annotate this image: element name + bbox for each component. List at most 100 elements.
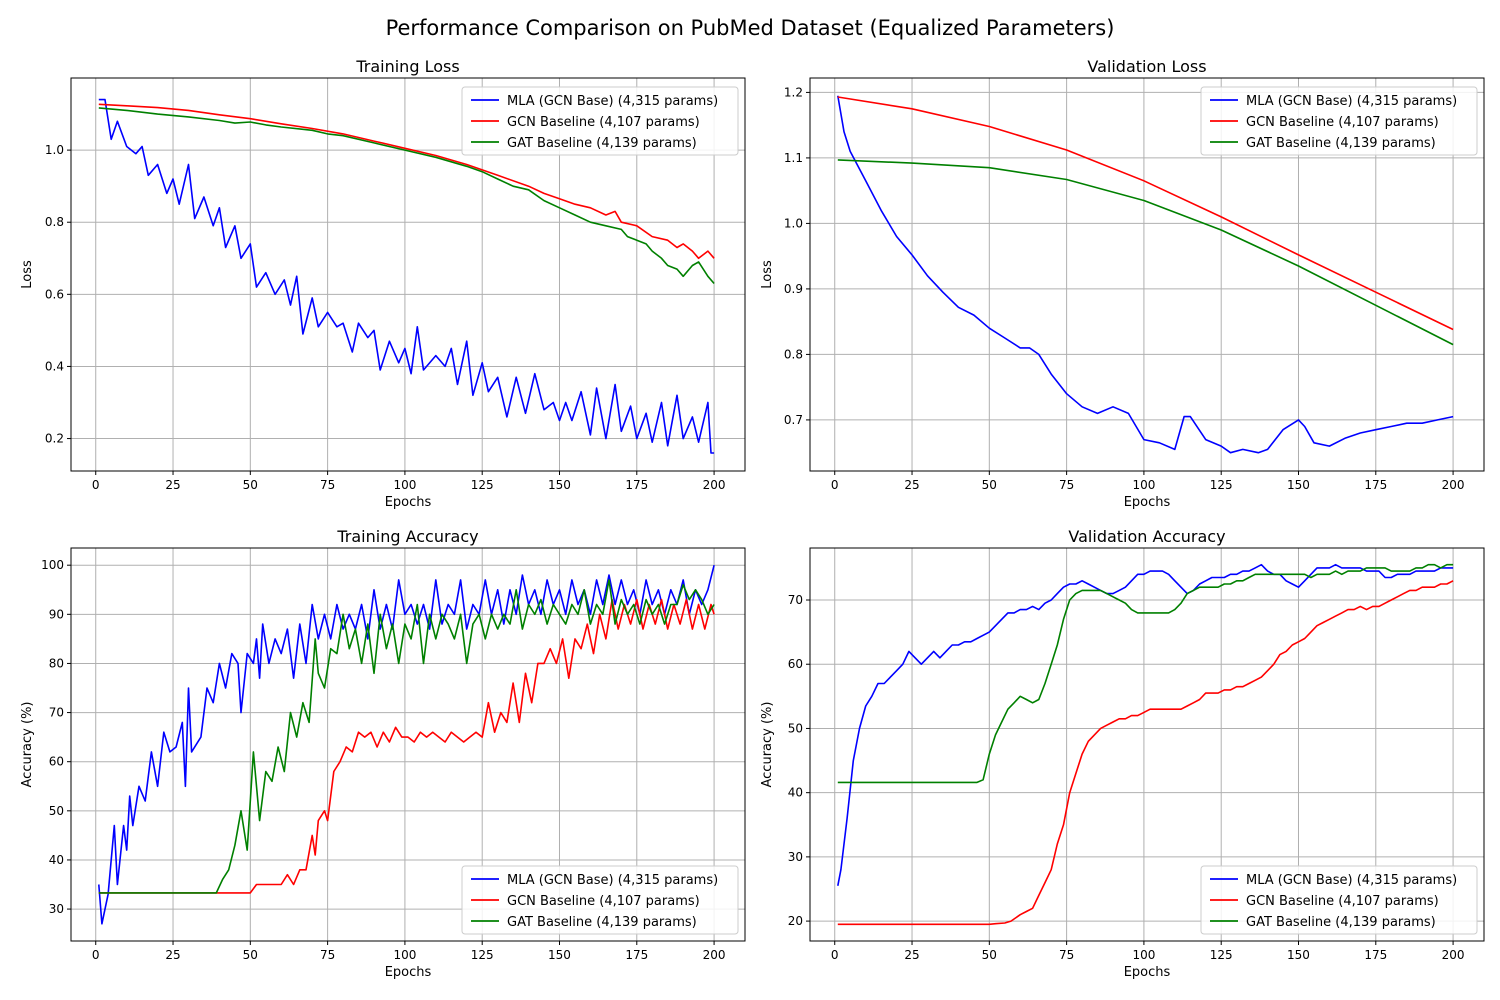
train-acc-axes-frame [70, 547, 746, 942]
val-acc-series-mla [837, 563, 1454, 886]
train-loss-xtick-label: 100 [393, 478, 416, 492]
val-acc-xtick-label: 100 [1132, 948, 1155, 962]
train-acc-xtick-label: 125 [471, 948, 494, 962]
val-acc-legend-box [1200, 865, 1478, 935]
train-acc-xtick-label: 200 [703, 948, 726, 962]
train-acc-xtick-label: 100 [393, 948, 416, 962]
train-acc-legend-label-gcn: GCN Baseline (4,107 params) [507, 894, 700, 909]
validation-loss-panel: Validation Loss 0 25 50 75 100 125 150 175 200 0.7… [760, 57, 1485, 510]
train-loss-xtick-label: 175 [625, 478, 648, 492]
val-acc-xtick-label: 125 [1210, 948, 1233, 962]
val-loss-legend-box [1200, 86, 1478, 156]
val-loss-ytick-label: 0.9 [784, 282, 803, 296]
train-acc-xtick-label: 0 [92, 948, 100, 962]
train-loss-series-gat [98, 107, 715, 285]
val-acc-title: Validation Accuracy [1068, 527, 1225, 546]
train-acc-ytick-label: 50 [49, 804, 64, 818]
val-loss-title: Validation Loss [1087, 57, 1206, 76]
val-loss-ytick-label: 0.7 [784, 413, 803, 427]
val-acc-series-gat [837, 563, 1454, 784]
val-acc-ytick-label: 70 [788, 593, 803, 607]
train-loss-ytick-label: 0.2 [45, 432, 64, 446]
val-acc-ytick-label: 50 [788, 721, 803, 735]
train-loss-ytick-label: 0.8 [45, 215, 64, 229]
val-loss-xtick-label: 25 [904, 478, 919, 492]
val-loss-xtick-label: 125 [1210, 478, 1233, 492]
train-loss-legend-label-gcn: GCN Baseline (4,107 params) [507, 115, 700, 130]
train-acc-title: Training Accuracy [336, 527, 478, 546]
val-loss-ytick-label: 1.0 [784, 216, 803, 230]
val-loss-xtick-label: 150 [1287, 478, 1310, 492]
val-acc-ytick-label: 30 [788, 850, 803, 864]
val-acc-xtick-label: 150 [1287, 948, 1310, 962]
train-loss-xlabel: Epochs [385, 495, 432, 510]
val-loss-xlabel: Epochs [1124, 495, 1171, 510]
val-acc-legend-label-mla: MLA (GCN Base) (4,315 params) [1246, 873, 1457, 888]
val-acc-ytick-label: 60 [788, 657, 803, 671]
val-loss-legend-label-mla: MLA (GCN Base) (4,315 params) [1246, 94, 1457, 109]
train-acc-ytick-label: 40 [49, 853, 64, 867]
train-acc-ylabel: Accuracy (%) [20, 702, 35, 788]
val-loss-ytick-label: 1.1 [784, 151, 803, 165]
train-acc-series-gat [98, 579, 715, 894]
train-acc-ytick-label: 100 [41, 558, 64, 572]
val-loss-ytick-label: 1.2 [784, 85, 803, 99]
val-loss-xtick-label: 200 [1442, 478, 1465, 492]
train-acc-legend-label-gat: GAT Baseline (4,139 params) [507, 915, 697, 930]
train-loss-xtick-label: 75 [320, 478, 335, 492]
train-acc-legend: MLA (GCN Base) (4,315 params) GCN Baselin… [461, 865, 739, 935]
val-acc-ylabel: Accuracy (%) [760, 702, 775, 788]
train-loss-legend-label-mla: MLA (GCN Base) (4,315 params) [507, 94, 718, 109]
train-acc-series-gcn [98, 598, 715, 894]
val-loss-series-mla [837, 95, 1454, 454]
train-loss-xtick-label: 25 [165, 478, 180, 492]
train-acc-series-mla [98, 565, 715, 925]
val-acc-xtick-label: 175 [1364, 948, 1387, 962]
val-loss-legend: MLA (GCN Base) (4,315 params) GCN Baselin… [1200, 86, 1478, 156]
val-loss-series-gat [837, 159, 1454, 346]
val-acc-ytick-label: 40 [788, 786, 803, 800]
val-acc-xlabel: Epochs [1124, 965, 1171, 980]
train-loss-ytick-label: 0.4 [45, 359, 64, 373]
val-acc-legend-label-gat: GAT Baseline (4,139 params) [1246, 915, 1436, 930]
val-loss-legend-label-gat: GAT Baseline (4,139 params) [1246, 136, 1436, 151]
val-acc-xtick-label: 25 [904, 948, 919, 962]
train-loss-series-mla [98, 98, 715, 454]
train-acc-ytick-label: 30 [49, 902, 64, 916]
train-loss-xtick-label: 150 [548, 478, 571, 492]
val-acc-legend-label-gcn: GCN Baseline (4,107 params) [1246, 894, 1439, 909]
val-acc-xtick-label: 75 [1059, 948, 1074, 962]
train-acc-xtick-label: 25 [165, 948, 180, 962]
train-loss-legend: MLA (GCN Base) (4,315 params) GCN Baselin… [461, 86, 739, 156]
train-acc-legend-box [461, 865, 739, 935]
val-loss-xtick-label: 0 [831, 478, 839, 492]
train-acc-xtick-label: 50 [243, 948, 258, 962]
val-loss-xtick-label: 175 [1364, 478, 1387, 492]
train-acc-xtick-label: 175 [625, 948, 648, 962]
train-acc-xtick-label: 150 [548, 948, 571, 962]
training-accuracy-panel: Training Accuracy 0 25 50 75 100 125 150 175 200 3… [20, 527, 746, 980]
train-acc-ytick-label: 90 [49, 607, 64, 621]
train-loss-legend-box [461, 86, 739, 156]
train-loss-xtick-label: 125 [471, 478, 494, 492]
train-loss-series-gcn [98, 103, 715, 260]
train-loss-xtick-label: 50 [243, 478, 258, 492]
train-acc-ytick-label: 80 [49, 656, 64, 670]
train-loss-xtick-label: 200 [703, 478, 726, 492]
val-acc-series-gcn [837, 580, 1454, 926]
val-acc-legend: MLA (GCN Base) (4,315 params) GCN Baselin… [1200, 865, 1478, 935]
val-acc-ytick-label: 20 [788, 914, 803, 928]
train-loss-xtick-label: 0 [92, 478, 100, 492]
val-loss-axes-frame [809, 77, 1485, 472]
val-acc-xtick-label: 50 [982, 948, 997, 962]
train-loss-title: Training Loss [355, 57, 459, 76]
train-acc-ytick-label: 70 [49, 706, 64, 720]
validation-accuracy-panel: Validation Accuracy 0 25 50 75 100 125 150 175 20… [760, 527, 1485, 980]
val-loss-series-gcn [837, 96, 1454, 331]
figure-title: Performance Comparison on PubMed Dataset… [386, 16, 1115, 40]
val-loss-legend-label-gcn: GCN Baseline (4,107 params) [1246, 115, 1439, 130]
train-loss-ytick-label: 0.6 [45, 287, 64, 301]
train-acc-ytick-label: 60 [49, 755, 64, 769]
val-acc-xtick-label: 0 [831, 948, 839, 962]
